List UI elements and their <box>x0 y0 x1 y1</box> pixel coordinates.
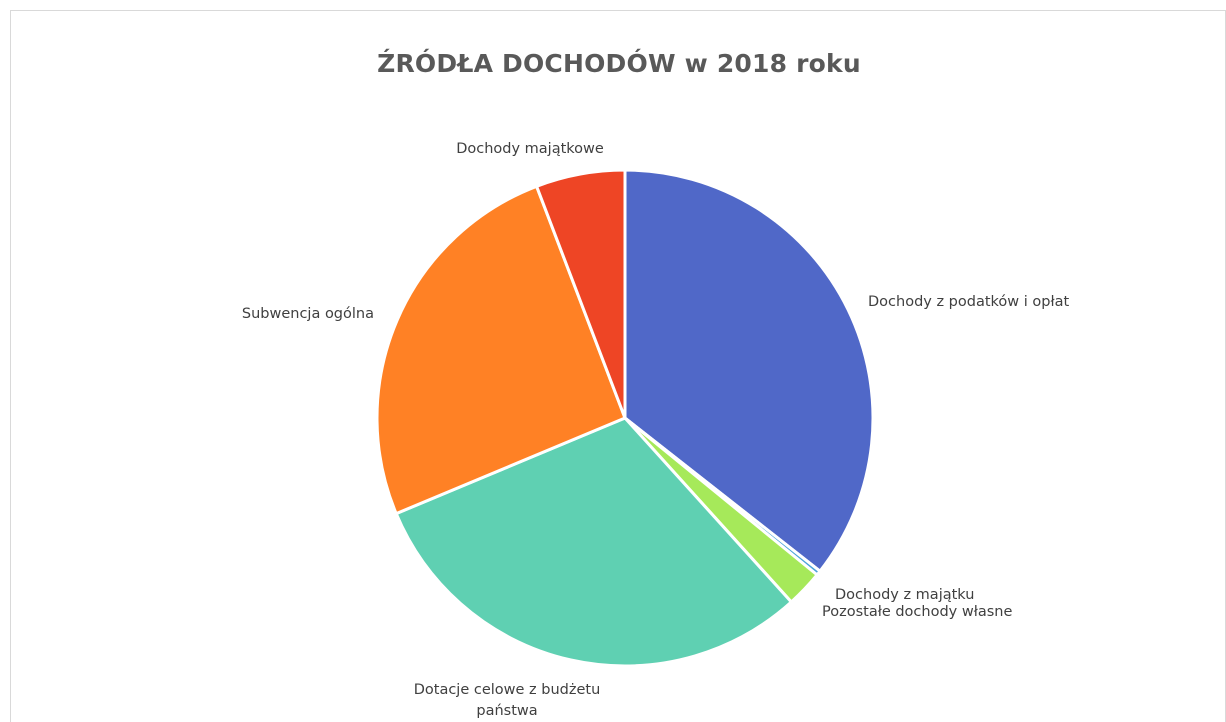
pie-slice-dochody-majatkowe <box>535 168 627 420</box>
slice-label-subwencja-ogolna: Subwencja ogólna <box>242 306 374 322</box>
pie-slice-subwencja-ogolna <box>375 184 627 516</box>
chart-title: ŹRÓDŁA DOCHODÓW w 2018 roku <box>377 49 861 78</box>
slice-label-dochody-majatkowe: Dochody majątkowe <box>456 141 604 157</box>
pie-slice-dochody-z-podatkow-i-oplat <box>623 168 875 573</box>
slice-label-dotacje-celowe-z-budzetu-panstwa: Dotacje celowe z budżetu państwa <box>414 682 601 719</box>
slice-label-pozostale-dochody-wlasne: Pozostałe dochody własne <box>822 604 1012 620</box>
pie-slice-dotacje-celowe-z-budzetu-panstwa <box>394 416 793 668</box>
slice-label-dochody-z-podatkow-i-oplat: Dochody z podatków i opłat <box>868 294 1069 310</box>
slice-label-dochody-z-majatku: Dochody z majątku <box>835 587 974 603</box>
